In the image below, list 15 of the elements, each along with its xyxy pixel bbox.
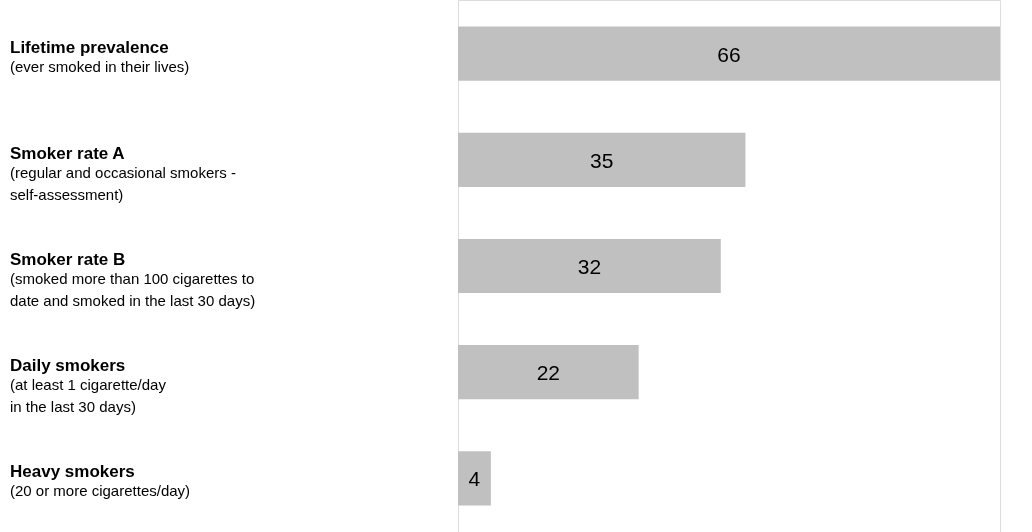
bar [458, 238, 721, 294]
data-label: 4 [468, 467, 481, 491]
category-label: Heavy smokers (20 or more cigarettes/day) [10, 462, 191, 500]
data-label: 22 [536, 361, 561, 385]
bar [458, 345, 639, 400]
bar [458, 451, 491, 506]
data-label: 66 [717, 42, 741, 66]
data-label: 32 [577, 255, 602, 278]
bar [458, 26, 1000, 81]
category-label: Smoker rate A (regular and occasional smokers - self-assessment) [10, 143, 236, 203]
category-label: Daily smokers (at least 1 cigarette/day in the last 30 days) [10, 356, 166, 416]
bar [458, 132, 746, 187]
category-label: Smoker rate B (smoked more than 100 cigarettes to date and smoked in the last 30 days) [10, 250, 256, 309]
data-label: 35 [590, 148, 614, 172]
category-label: Lifetime prevalence (ever smoked in their lives) [10, 37, 190, 75]
